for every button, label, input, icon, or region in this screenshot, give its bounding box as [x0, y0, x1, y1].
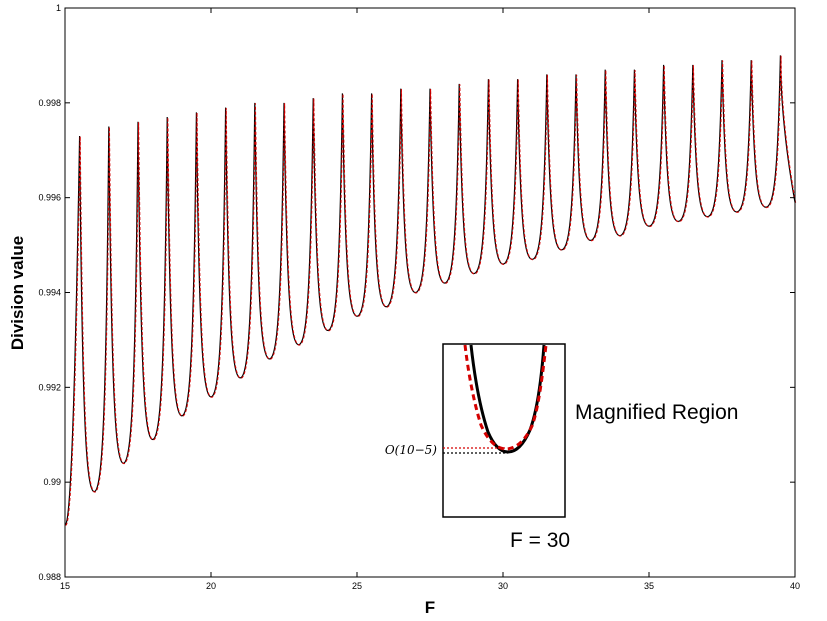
x-tick-label: 40 — [790, 581, 800, 591]
y-tick-label: 0.994 — [38, 288, 61, 298]
y-tick-label: 0.992 — [38, 382, 61, 392]
x-tick-label: 30 — [498, 581, 508, 591]
order-magnitude-label: O(10−5) — [385, 443, 437, 457]
series-red-dashed-line — [65, 55, 797, 526]
inset-red-curve — [463, 344, 548, 451]
y-tick-label: 1 — [56, 3, 61, 13]
magnified-region-label: Magnified Region — [575, 401, 738, 424]
x-axis-label: F — [425, 598, 435, 617]
x-axis-ticks: 15 20 25 30 35 40 — [60, 8, 800, 591]
x-tick-label: 15 — [60, 581, 70, 591]
inset-caption: F = 30 — [510, 529, 570, 552]
y-tick-label: 0.996 — [38, 193, 61, 203]
x-tick-label: 20 — [206, 581, 216, 591]
series-black-line — [64, 55, 796, 526]
y-tick-label: 0.998 — [38, 98, 61, 108]
magnified-inset: O(10−5) Magnified Region F = 30 — [385, 343, 738, 552]
y-tick-label: 0.988 — [38, 572, 61, 582]
y-axis-ticks: 0.988 0.99 0.992 0.994 0.996 0.998 1 — [38, 3, 795, 582]
x-tick-label: 25 — [352, 581, 362, 591]
y-axis-label: Division value — [8, 236, 27, 350]
x-tick-label: 35 — [644, 581, 654, 591]
y-tick-label: 0.99 — [43, 477, 61, 487]
inset-frame — [442, 343, 566, 518]
curves-layer — [64, 55, 797, 526]
